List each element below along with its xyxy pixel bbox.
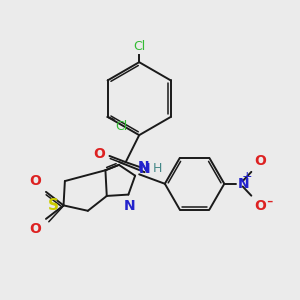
Text: -: - <box>266 191 272 209</box>
Text: O: O <box>254 199 266 213</box>
Text: S: S <box>48 198 59 213</box>
Text: O: O <box>29 174 41 188</box>
Text: N: N <box>137 160 149 173</box>
Text: Cl: Cl <box>133 40 145 53</box>
Text: Cl: Cl <box>115 120 128 133</box>
Text: N: N <box>124 199 136 213</box>
Text: N: N <box>238 177 249 191</box>
Text: O: O <box>254 154 266 168</box>
Text: +: + <box>241 170 252 183</box>
Text: O: O <box>29 222 41 236</box>
Text: O: O <box>94 147 105 161</box>
Text: H: H <box>153 162 163 175</box>
Text: N: N <box>139 162 150 176</box>
